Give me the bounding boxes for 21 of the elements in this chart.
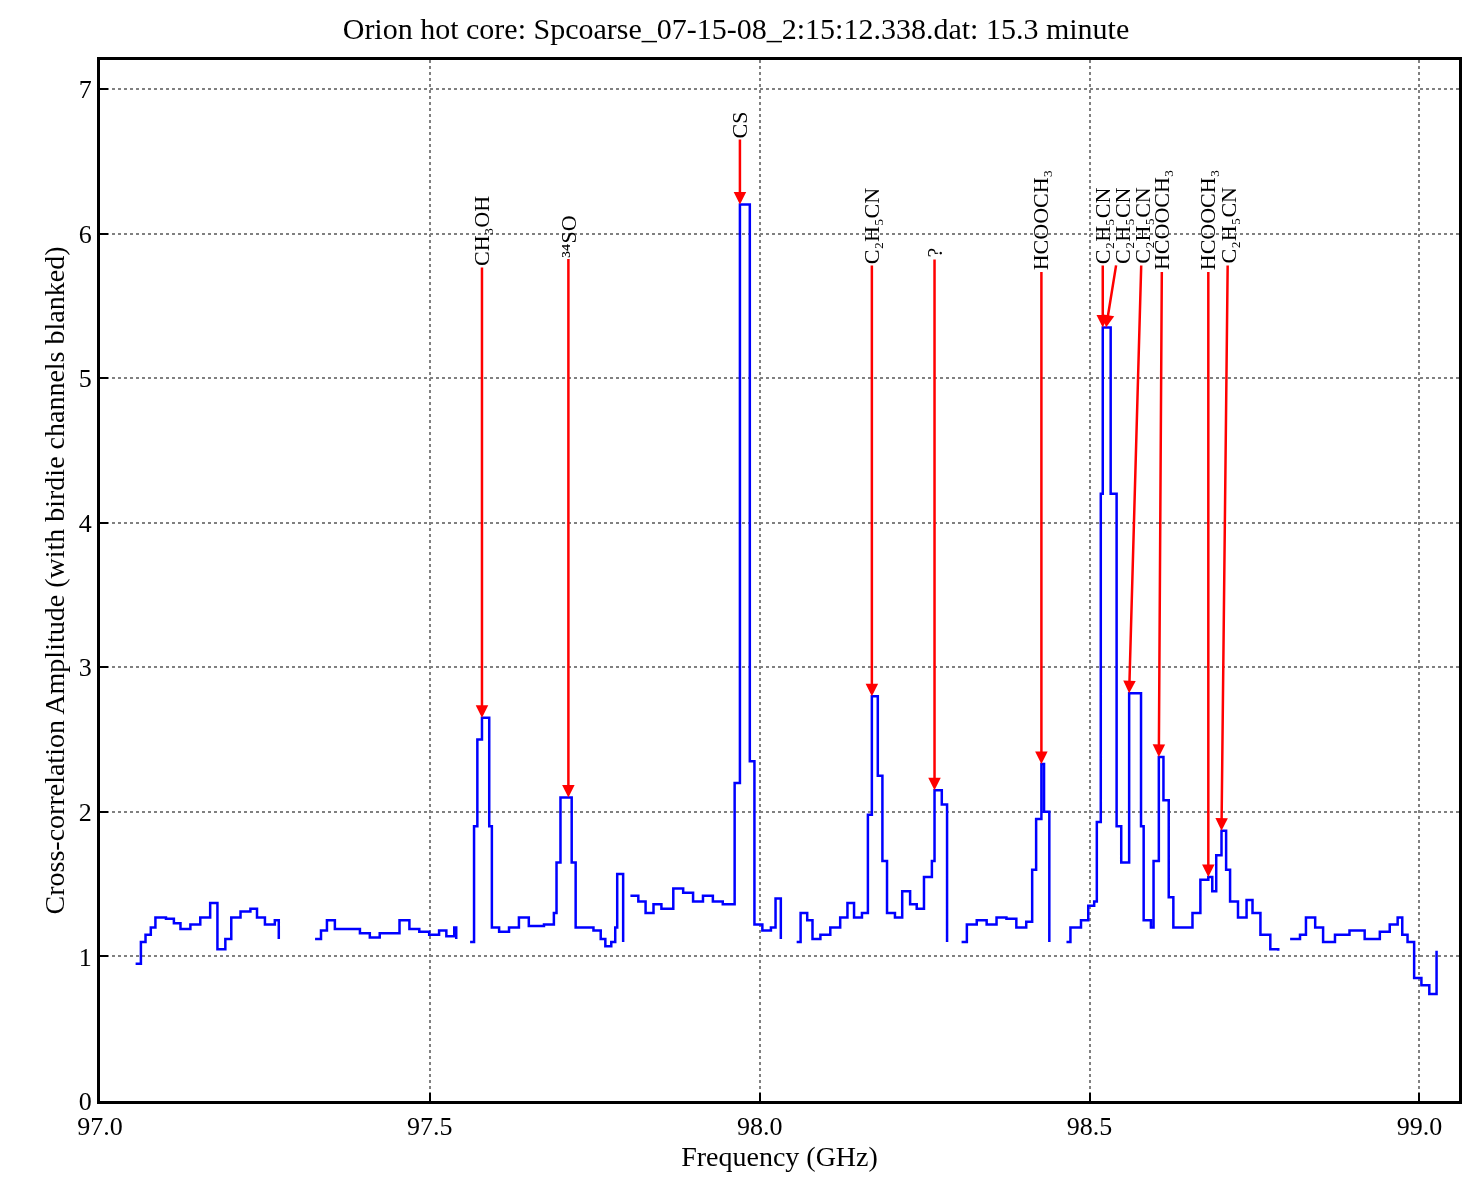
annotation: HCOOCH₃ bbox=[1028, 169, 1054, 271]
x-tick-label: 98.5 bbox=[1066, 1112, 1113, 1142]
x-tick-label: 97.5 bbox=[407, 1112, 453, 1142]
x-tick-label: 99.0 bbox=[1396, 1112, 1443, 1142]
y-tick-label: 3 bbox=[78, 653, 92, 683]
annotation: C₂H₅CN bbox=[859, 187, 885, 265]
annotation: CS bbox=[727, 111, 753, 139]
y-tick-label: 5 bbox=[78, 364, 92, 394]
y-tick-label: 2 bbox=[78, 797, 92, 827]
annotation: ? bbox=[921, 247, 947, 258]
y-tick-label: 6 bbox=[78, 219, 92, 249]
x-tick-label: 98.0 bbox=[736, 1112, 783, 1142]
y-axis-title: Cross-correlation Amplitude (with birdie channels blanked) bbox=[39, 246, 71, 915]
y-tick-label: 7 bbox=[78, 75, 92, 105]
chart-title: Orion hot core: Spcoarse_07-15-08_2:15:12.338.dat: 15.3 minute bbox=[342, 11, 1130, 45]
annotation: C₂H₅CN bbox=[1090, 187, 1116, 265]
y-tick-label: 1 bbox=[78, 942, 92, 972]
y-tick-label: 4 bbox=[78, 508, 92, 538]
annotation: CH₃OH bbox=[469, 195, 495, 266]
x-axis-title: Frequency (GHz) bbox=[681, 1141, 878, 1173]
annotation: ³⁴SO bbox=[555, 215, 581, 258]
